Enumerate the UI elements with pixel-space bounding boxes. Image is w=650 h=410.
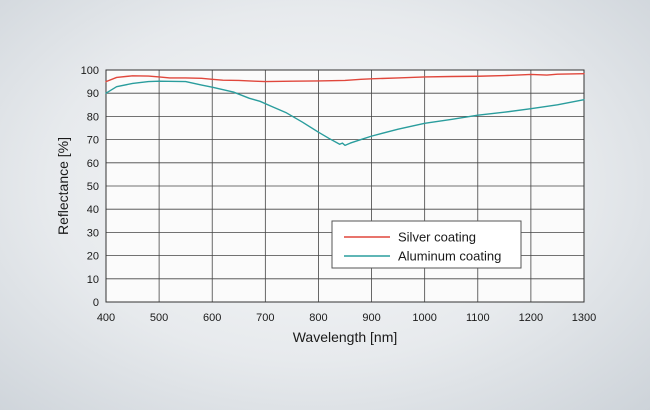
x-tick-label: 800	[309, 312, 327, 324]
x-tick-label: 1000	[412, 312, 436, 324]
x-tick-label: 600	[203, 312, 221, 324]
legend-label-aluminum: Aluminum coating	[398, 249, 501, 264]
y-tick-labels: 0 10 20 30 40 50 60 70 80 90 100	[81, 65, 99, 309]
y-tick-label: 20	[87, 251, 99, 263]
x-axis-title: Wavelength [nm]	[293, 329, 398, 345]
x-tick-label: 500	[150, 312, 168, 324]
y-tick-label: 70	[87, 135, 99, 147]
y-tick-label: 0	[93, 297, 99, 309]
x-tick-label: 1200	[519, 312, 543, 324]
y-tick-label: 50	[87, 181, 99, 193]
y-tick-label: 60	[87, 158, 99, 170]
x-tick-label: 900	[362, 312, 380, 324]
y-axis-title: Reflectance [%]	[55, 137, 71, 235]
series-line-aluminum	[105, 80, 585, 147]
y-tick-label: 90	[87, 88, 99, 100]
legend-label-silver: Silver coating	[398, 230, 476, 245]
x-tick-label: 400	[97, 312, 115, 324]
legend-box	[331, 220, 522, 269]
series-layer	[105, 73, 585, 147]
x-tick-label: 1300	[572, 312, 596, 324]
y-tick-label: 80	[87, 111, 99, 123]
legend: Silver coating Aluminum coating	[331, 220, 522, 269]
series-line-silver	[105, 73, 585, 83]
y-tick-label: 40	[87, 204, 99, 216]
plot-frame	[105, 69, 585, 303]
x-tick-label: 1100	[466, 312, 490, 324]
y-tick-label: 30	[87, 227, 99, 239]
x-tick-labels: 400 500 600 700 800 900 1000 1100 1200 1300	[97, 312, 596, 324]
y-tick-label: 10	[87, 274, 99, 286]
y-tick-label: 100	[81, 65, 99, 77]
x-tick-label: 700	[256, 312, 274, 324]
